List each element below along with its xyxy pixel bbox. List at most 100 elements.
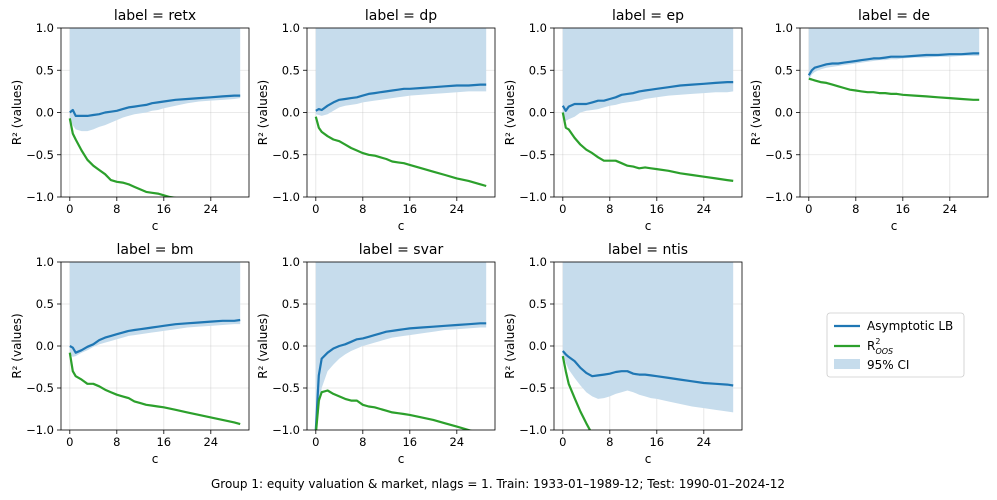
y-tick-label: 0.0 — [282, 106, 300, 120]
plot-area — [68, 28, 241, 197]
x-tick-label: 0 — [559, 435, 566, 449]
y-axis-label: R² (values) — [749, 80, 763, 145]
legend-label-r2-oos-sub: OOS — [875, 347, 893, 356]
y-tick-label: −0.5 — [519, 381, 547, 395]
y-tick-label: −1.0 — [26, 190, 54, 204]
y-axis-label: R² (values) — [10, 313, 24, 378]
y-tick-label: −1.0 — [272, 190, 300, 204]
x-tick-label: 0 — [312, 435, 319, 449]
y-tick-label: −0.5 — [272, 148, 300, 162]
legend-frame — [826, 312, 965, 378]
x-tick-label: 8 — [359, 435, 366, 449]
legend-swatch-95-ci — [834, 359, 860, 369]
ci-band — [69, 262, 241, 357]
y-tick-label: 0.0 — [529, 106, 547, 120]
y-tick-label: 1.0 — [775, 21, 793, 35]
x-tick-label: 8 — [606, 202, 613, 216]
plot-area — [807, 28, 980, 101]
x-tick-label: 0 — [559, 202, 566, 216]
y-tick-label: −0.5 — [765, 148, 793, 162]
x-tick-label: 16 — [649, 435, 664, 449]
ci-band — [315, 28, 487, 116]
y-tick-label: −1.0 — [519, 190, 547, 204]
x-tick-label: 8 — [113, 435, 120, 449]
series-line-r2-oos — [314, 116, 487, 188]
panel-title: label = de — [858, 8, 930, 24]
y-tick-label: 0.0 — [36, 106, 54, 120]
ci-band — [315, 262, 487, 430]
plot-area — [68, 262, 241, 426]
x-axis-label: c — [152, 452, 159, 466]
panel-4: 0 8 16 24 −1.0 −0.5 0.0 0.5 1.0 label = bm c R² (va… — [10, 242, 250, 466]
figure-caption: Group 1: equity valuation & market, nlag… — [211, 477, 785, 491]
y-tick-label: 0.0 — [282, 339, 300, 353]
x-tick-label: 16 — [402, 435, 417, 449]
y-tick-label: 0.0 — [529, 339, 547, 353]
panel-title: label = retx — [114, 8, 196, 24]
ci-band — [562, 262, 734, 413]
x-tick-label: 24 — [696, 435, 711, 449]
y-tick-label: −1.0 — [519, 423, 547, 437]
ci-band — [69, 28, 241, 132]
series-line-asymptotic-lb — [314, 322, 487, 430]
panel-6: 0 8 16 24 −1.0 −0.5 0.0 0.5 1.0 label = ntis c R² (… — [503, 242, 743, 466]
ci-band — [562, 28, 734, 121]
panel-2: 0 8 16 24 −1.0 −0.5 0.0 0.5 1.0 label = ep c R² (va… — [503, 8, 743, 233]
series-line-r2-oos — [561, 112, 734, 182]
x-tick-label: 8 — [359, 202, 366, 216]
plot-area — [561, 28, 734, 182]
x-tick-label: 0 — [66, 435, 73, 449]
panel-title: label = dp — [365, 8, 437, 24]
y-tick-label: 0.5 — [775, 63, 793, 77]
plot-area — [314, 28, 487, 188]
panel-title: label = svar — [359, 242, 444, 258]
x-axis-label: c — [645, 219, 652, 233]
plot-area — [561, 262, 734, 430]
y-axis-label: R² (values) — [10, 80, 24, 145]
panel-1: 0 8 16 24 −1.0 −0.5 0.0 0.5 1.0 label = dp c R² (va… — [256, 8, 496, 233]
series-line-r2-oos — [315, 389, 473, 430]
x-tick-label: 8 — [606, 435, 613, 449]
x-tick-label: 24 — [449, 435, 464, 449]
y-axis-label: R² (values) — [256, 313, 270, 378]
x-tick-label: 24 — [203, 435, 218, 449]
y-axis-label: R² (values) — [256, 80, 270, 145]
legend-label-r2-oos-sup: 2 — [875, 337, 880, 346]
panel-title: label = bm — [116, 242, 193, 258]
x-tick-label: 8 — [113, 202, 120, 216]
series-line-asymptotic-lb — [69, 318, 241, 354]
y-tick-label: 0.5 — [529, 63, 547, 77]
legend-label-95-ci: 95% CI — [867, 358, 909, 372]
y-tick-label: −1.0 — [26, 423, 54, 437]
x-tick-label: 16 — [402, 202, 417, 216]
x-tick-label: 24 — [203, 202, 218, 216]
y-tick-label: −0.5 — [519, 148, 547, 162]
panel-title: label = ntis — [608, 242, 688, 258]
x-axis-label: c — [398, 452, 405, 466]
y-tick-label: 0.5 — [282, 297, 300, 311]
series-line-asymptotic-lb — [315, 83, 487, 112]
y-tick-label: 0.0 — [36, 339, 54, 353]
series-line-asymptotic-lb — [69, 94, 241, 118]
panel-0: 0 8 16 24 −1.0 −0.5 0.0 0.5 1.0 label = retx c R² (… — [10, 8, 250, 233]
y-tick-label: 1.0 — [529, 255, 547, 269]
x-tick-label: 0 — [312, 202, 319, 216]
y-tick-label: 1.0 — [36, 255, 54, 269]
series-line-r2-oos — [561, 355, 592, 430]
panel-5: 0 8 16 24 −1.0 −0.5 0.0 0.5 1.0 label = svar c R² (… — [256, 242, 496, 466]
x-tick-label: 24 — [942, 202, 957, 216]
legend-label-r2-oos-base: R — [867, 339, 875, 353]
ci-band — [808, 28, 980, 81]
y-tick-label: 0.5 — [529, 297, 547, 311]
y-tick-label: 1.0 — [282, 21, 300, 35]
y-tick-label: −0.5 — [26, 381, 54, 395]
x-axis-label: c — [891, 219, 898, 233]
legend-label-r2-oos: R2 OOS — [867, 337, 893, 356]
plot-area — [314, 262, 487, 430]
y-axis-label: R² (values) — [503, 313, 517, 378]
x-tick-label: 16 — [156, 202, 171, 216]
series-line-asymptotic-lb — [561, 80, 734, 112]
y-tick-label: −1.0 — [272, 423, 300, 437]
y-tick-label: 0.0 — [775, 106, 793, 120]
